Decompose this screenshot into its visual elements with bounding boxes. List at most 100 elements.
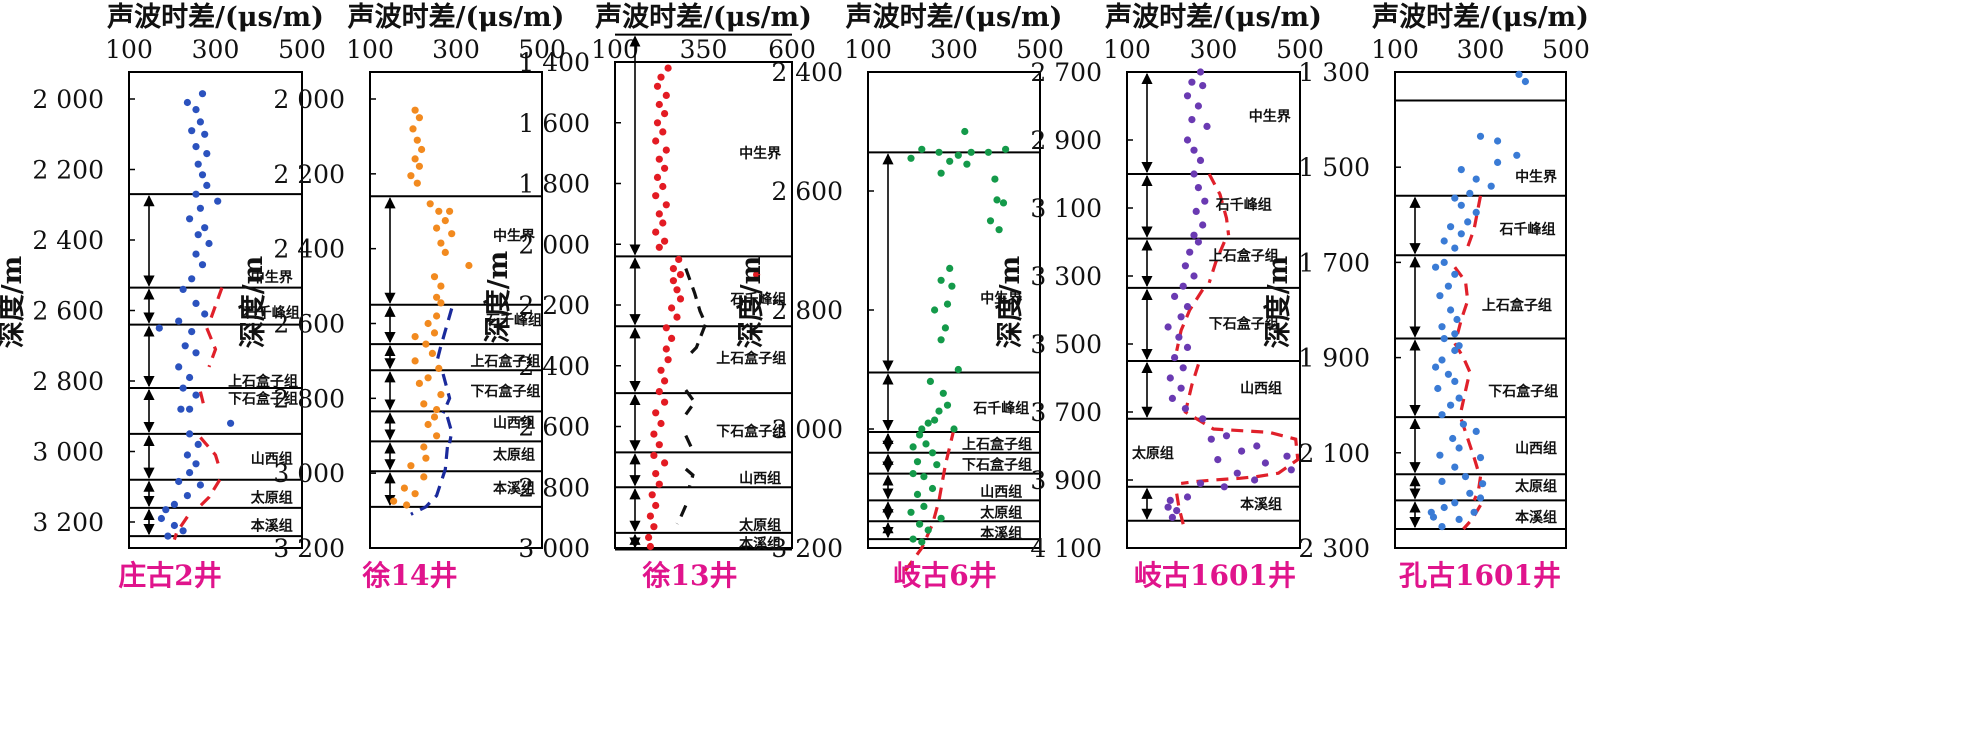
data-point bbox=[1175, 333, 1183, 341]
data-point bbox=[1455, 394, 1463, 402]
y-axis-label: 深度/m bbox=[0, 256, 28, 348]
data-point bbox=[916, 520, 924, 528]
data-point bbox=[411, 106, 419, 114]
trend-dash bbox=[1207, 241, 1226, 284]
data-point bbox=[1183, 92, 1192, 100]
data-point bbox=[155, 324, 163, 332]
data-point bbox=[192, 460, 200, 468]
data-point bbox=[407, 462, 415, 470]
data-point bbox=[407, 172, 415, 180]
data-point bbox=[1190, 146, 1198, 154]
trend-dash bbox=[684, 268, 707, 324]
data-point bbox=[424, 374, 432, 382]
data-point bbox=[675, 255, 683, 263]
data-point bbox=[1444, 370, 1452, 378]
data-point bbox=[1457, 201, 1465, 209]
y-axis-label: 深度/m bbox=[482, 251, 514, 343]
well-name: 岐古1601井 bbox=[1134, 559, 1296, 592]
data-point bbox=[437, 391, 445, 399]
data-point bbox=[411, 155, 419, 163]
data-point bbox=[1261, 459, 1269, 467]
data-point bbox=[650, 523, 658, 531]
data-point bbox=[646, 512, 655, 520]
trend-dash bbox=[197, 478, 222, 510]
data-point bbox=[999, 199, 1008, 207]
y-tick-label: 3 900 bbox=[1030, 466, 1102, 495]
trend-dash bbox=[198, 391, 207, 410]
data-point bbox=[1515, 70, 1523, 78]
data-point bbox=[196, 481, 204, 489]
data-point bbox=[907, 508, 915, 516]
y-tick-label: 2 600 bbox=[518, 413, 590, 442]
formation-label: 太原组 bbox=[1515, 478, 1557, 495]
data-point bbox=[164, 532, 172, 540]
data-point bbox=[1164, 503, 1172, 511]
data-point bbox=[1472, 427, 1480, 435]
data-point bbox=[415, 114, 423, 122]
data-point bbox=[422, 340, 430, 348]
y-tick-label: 2 000 bbox=[518, 230, 590, 259]
data-point bbox=[1436, 451, 1444, 459]
data-point bbox=[1220, 483, 1228, 491]
data-point bbox=[937, 169, 945, 177]
x-axis-label: 声波时差/(μs/m) bbox=[1105, 1, 1322, 33]
data-point bbox=[909, 443, 917, 451]
data-point bbox=[924, 526, 932, 534]
x-tick-label: 100 bbox=[1371, 35, 1419, 64]
data-point bbox=[192, 190, 200, 198]
formation-label: 本溪组 bbox=[980, 525, 1022, 542]
data-point bbox=[662, 324, 670, 332]
data-point bbox=[963, 160, 971, 168]
panel-frame bbox=[867, 71, 1041, 549]
x-axis-label: 声波时差/(μs/m) bbox=[107, 1, 324, 33]
data-point bbox=[201, 310, 209, 318]
x-tick-label: 100 bbox=[346, 35, 394, 64]
y-tick-label: 2 000 bbox=[32, 85, 104, 114]
formation-label: 山西组 bbox=[251, 451, 293, 468]
data-point bbox=[448, 230, 456, 238]
data-point bbox=[920, 502, 928, 510]
data-point bbox=[928, 449, 937, 457]
x-tick-label: 500 bbox=[1276, 35, 1324, 64]
data-point bbox=[924, 419, 932, 427]
data-point bbox=[918, 425, 926, 433]
data-point bbox=[1201, 197, 1209, 205]
data-point bbox=[1171, 292, 1179, 300]
data-point bbox=[1196, 479, 1205, 487]
data-point bbox=[1447, 306, 1455, 314]
data-point bbox=[192, 250, 200, 258]
data-point bbox=[1472, 175, 1480, 183]
x-tick-label: 300 bbox=[930, 35, 978, 64]
data-point bbox=[441, 248, 449, 256]
data-point bbox=[1438, 356, 1446, 364]
formation-label: 中生界 bbox=[1249, 108, 1292, 125]
x-tick-label: 300 bbox=[1457, 35, 1505, 64]
formation-label: 石千峰组 bbox=[1499, 221, 1556, 238]
y-tick-label: 1 600 bbox=[518, 109, 590, 138]
data-point bbox=[1459, 420, 1467, 428]
data-point bbox=[1470, 508, 1478, 516]
trend-dash bbox=[1207, 173, 1231, 236]
y-tick-label: 2 400 bbox=[518, 352, 590, 381]
data-point bbox=[939, 389, 947, 397]
data-point bbox=[1472, 208, 1480, 216]
data-point bbox=[422, 454, 430, 462]
data-point bbox=[645, 533, 653, 542]
data-point bbox=[657, 419, 665, 428]
data-point bbox=[1451, 270, 1459, 278]
well-panel: 声波时差/(μs/m)100 300 500 深度/m 1 300 1 500 1 700 1… bbox=[1262, 1, 1590, 592]
trend-dash bbox=[1463, 195, 1483, 254]
formation-label: 上石盒子组 bbox=[1209, 248, 1279, 265]
data-point bbox=[653, 173, 662, 181]
data-point bbox=[1455, 515, 1463, 524]
data-point bbox=[1002, 145, 1010, 153]
trend-dash bbox=[1453, 342, 1472, 411]
data-point bbox=[411, 490, 419, 498]
y-tick-label: 3 000 bbox=[518, 534, 590, 563]
data-point bbox=[664, 356, 672, 364]
data-point bbox=[192, 143, 200, 151]
data-point bbox=[179, 384, 187, 392]
data-point bbox=[673, 313, 681, 321]
data-point bbox=[1179, 282, 1187, 290]
data-point bbox=[913, 458, 922, 466]
